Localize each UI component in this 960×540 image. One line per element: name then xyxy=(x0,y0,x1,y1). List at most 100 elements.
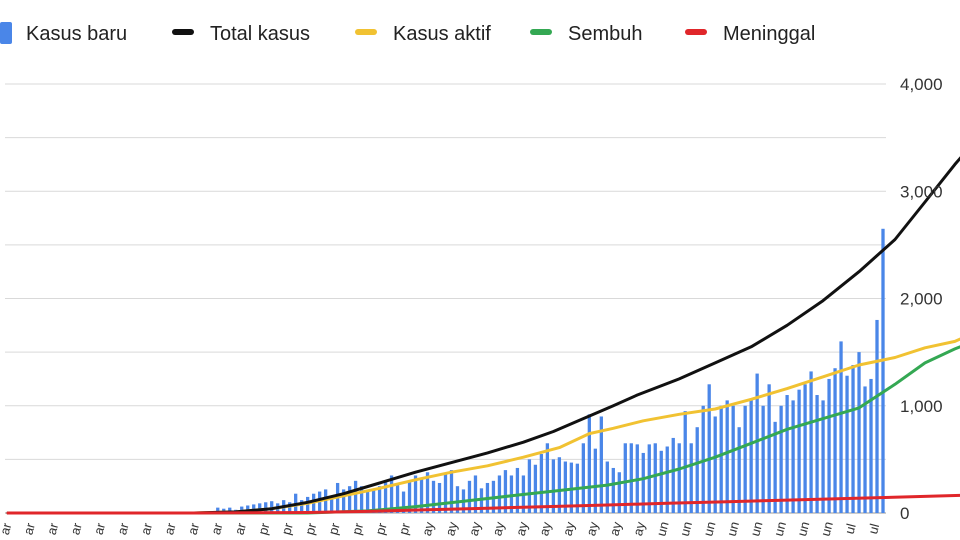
bar-kasus-baru xyxy=(383,480,388,513)
y-tick-label: 0 xyxy=(900,504,909,523)
bar-kasus-baru xyxy=(389,475,394,513)
bar-kasus-baru xyxy=(419,478,424,513)
bar-kasus-baru xyxy=(545,443,550,513)
bar-kasus-baru xyxy=(875,319,879,513)
bar-kasus-baru xyxy=(527,459,532,513)
bar-kasus-baru xyxy=(845,375,849,513)
bar-kasus-baru xyxy=(809,371,813,513)
bar-kasus-baru xyxy=(401,491,406,513)
x-tick-label: ay xyxy=(513,520,531,538)
legend-swatch-line xyxy=(355,29,377,35)
legend-label: Sembuh xyxy=(568,23,643,45)
line-total-kasus xyxy=(6,156,960,515)
bar-kasus-baru xyxy=(833,368,837,513)
bar-kasus-baru xyxy=(323,489,328,513)
bar-kasus-baru xyxy=(617,472,621,513)
y-tick-label: 3,000 xyxy=(900,182,943,201)
legend-item: Kasus baru xyxy=(0,22,127,45)
bar-kasus-baru xyxy=(725,400,729,513)
bar-kasus-baru xyxy=(851,364,855,513)
x-tick-label: un xyxy=(794,520,812,538)
bar-kasus-baru xyxy=(467,480,472,513)
x-tick-label: ar xyxy=(185,521,203,537)
bar-kasus-baru xyxy=(503,470,508,513)
x-tick-label: pr xyxy=(372,521,390,537)
x-tick-label: un xyxy=(677,520,695,538)
x-tick-label: pr xyxy=(396,521,414,537)
x-tick-label: ay xyxy=(536,520,554,538)
x-tick-label: ar xyxy=(91,521,109,537)
x-tick-label: un xyxy=(818,520,836,538)
bar-kasus-baru xyxy=(246,505,250,513)
bar-kasus-baru xyxy=(791,400,795,513)
bar-kasus-baru xyxy=(767,384,771,513)
bar-kasus-baru xyxy=(647,444,651,513)
x-tick-label: ay xyxy=(466,520,484,538)
bar-kasus-baru xyxy=(395,482,400,513)
bar-kasus-baru xyxy=(264,502,268,513)
bar-kasus-baru xyxy=(695,427,699,513)
bar-kasus-baru xyxy=(377,486,382,513)
x-tick-label: un xyxy=(771,520,789,538)
bar-kasus-baru xyxy=(779,405,783,513)
y-tick-label: 2,000 xyxy=(900,290,943,309)
bar-series-kasus-baru xyxy=(216,228,885,513)
bar-kasus-baru xyxy=(359,486,364,513)
x-tick-label: ay xyxy=(442,520,460,538)
x-tick-label: ar xyxy=(232,521,250,537)
bar-kasus-baru xyxy=(413,475,418,513)
bar-kasus-baru xyxy=(797,389,801,513)
bar-kasus-baru xyxy=(623,443,627,513)
bar-kasus-baru xyxy=(857,352,861,513)
x-tick-label: ar xyxy=(20,521,38,537)
x-tick-label: un xyxy=(747,520,765,538)
bar-kasus-baru xyxy=(455,486,460,513)
x-tick-label: pr xyxy=(278,521,296,537)
bar-kasus-baru xyxy=(288,502,292,513)
x-tick-label: pr xyxy=(302,521,320,537)
bar-kasus-baru xyxy=(773,421,777,513)
bar-kasus-baru xyxy=(443,473,448,513)
bar-kasus-baru xyxy=(629,443,633,513)
bar-kasus-baru xyxy=(329,495,334,513)
bar-kasus-baru xyxy=(605,461,609,513)
bar-kasus-baru xyxy=(719,405,723,513)
x-tick-label: ar xyxy=(138,521,156,537)
legend-label: Meninggal xyxy=(723,23,815,45)
bar-kasus-baru xyxy=(563,461,568,513)
bar-kasus-baru xyxy=(641,452,645,513)
bar-kasus-baru xyxy=(407,480,412,513)
legend-label: Kasus aktif xyxy=(393,23,491,45)
bar-kasus-baru xyxy=(252,504,256,513)
line-series-group xyxy=(6,156,960,515)
bar-kasus-baru xyxy=(689,443,693,513)
bar-kasus-baru xyxy=(365,491,370,513)
x-tick-label: ar xyxy=(208,521,226,537)
bar-kasus-baru xyxy=(611,467,615,513)
bar-kasus-baru xyxy=(300,500,304,513)
bar-kasus-baru xyxy=(587,414,591,513)
x-tick-label: ay xyxy=(560,520,578,538)
x-tick-label: ul xyxy=(865,522,882,536)
y-axis-ticks: 0 1,000 2,000 3,000 4,000 xyxy=(900,75,943,523)
x-tick-label: ay xyxy=(607,520,625,538)
bar-kasus-baru xyxy=(371,489,376,513)
x-tick-label: ar xyxy=(0,521,15,537)
bar-kasus-baru xyxy=(515,467,520,513)
bar-kasus-baru xyxy=(839,341,843,513)
bar-kasus-baru xyxy=(713,416,717,513)
bar-kasus-baru xyxy=(671,437,675,513)
bar-kasus-baru xyxy=(827,378,831,513)
x-tick-label: ay xyxy=(489,520,507,538)
bar-kasus-baru xyxy=(551,459,556,513)
bar-kasus-baru xyxy=(449,470,454,513)
y-tick-label: 4,000 xyxy=(900,75,943,94)
legend-item: Sembuh xyxy=(530,23,643,45)
bar-kasus-baru xyxy=(437,482,442,513)
bar-kasus-baru xyxy=(593,448,597,513)
bar-kasus-baru xyxy=(731,405,735,513)
bar-kasus-baru xyxy=(557,457,562,513)
legend-swatch-line xyxy=(172,29,194,35)
x-tick-label: ay xyxy=(583,520,601,538)
